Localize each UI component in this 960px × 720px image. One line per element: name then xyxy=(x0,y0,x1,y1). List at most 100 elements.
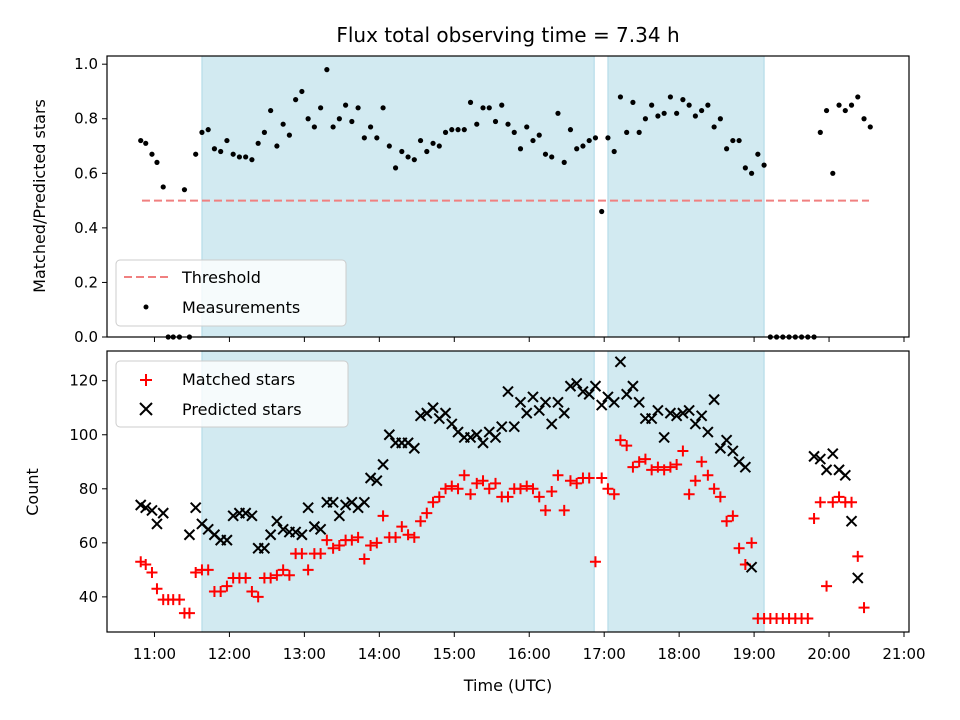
measurement-point xyxy=(686,102,692,108)
predicted-stars-point xyxy=(277,523,289,536)
measurement-point xyxy=(661,110,667,116)
matched-stars-point xyxy=(377,510,389,522)
matched-stars-point xyxy=(733,542,745,554)
matched-stars-point xyxy=(514,483,526,495)
matched-stars-point xyxy=(415,515,427,527)
measurement-point xyxy=(160,184,166,190)
predicted-stars-point xyxy=(271,515,283,527)
predicted-stars-point xyxy=(358,496,371,509)
predicted-stars-point xyxy=(702,426,714,438)
predicted-stars-point xyxy=(258,542,271,554)
predicted-stars-point xyxy=(714,442,727,454)
predicted-stars-point xyxy=(658,431,670,444)
predicted-stars-point xyxy=(583,388,595,400)
y-tick-label: 0.0 xyxy=(74,328,98,346)
predicted-stars-point xyxy=(364,472,377,484)
y-tick-label: 120 xyxy=(69,372,98,390)
measurements-legend-swatch xyxy=(143,304,149,310)
predicted-stars-point xyxy=(670,410,683,422)
predicted-stars-point xyxy=(414,410,427,422)
measurement-point xyxy=(361,135,367,141)
matched-stars-point xyxy=(564,475,576,487)
predicted-stars-point xyxy=(645,412,658,425)
measurement-point xyxy=(842,107,848,114)
measurement-point xyxy=(299,88,305,95)
matched-stars-point xyxy=(652,461,664,473)
predicted-stars-point xyxy=(564,380,577,392)
y-tick-label: 40 xyxy=(79,588,98,606)
measurement-point xyxy=(286,132,292,138)
measurement-point xyxy=(205,127,211,133)
measurement-point xyxy=(586,137,592,144)
measurement-point xyxy=(867,124,873,130)
measurement-point xyxy=(149,151,155,157)
matched-stars-point xyxy=(702,469,714,481)
predicted-stars-point xyxy=(408,442,421,454)
measurement-point xyxy=(255,140,261,146)
matched-stars-point xyxy=(396,521,408,533)
measurement-point xyxy=(193,151,199,157)
matched-stars-point xyxy=(190,567,202,579)
matched-stars-point xyxy=(633,456,645,468)
matched-stars-point xyxy=(151,583,163,595)
matched-stars-point xyxy=(827,496,839,508)
measurement-point xyxy=(580,143,586,149)
matched-stars-point xyxy=(639,453,651,465)
y-tick-label: 0.4 xyxy=(74,219,98,237)
measurement-point xyxy=(517,146,524,152)
matched-stars-point xyxy=(440,483,452,495)
matched-stars-point xyxy=(146,567,158,579)
matched-stars-point xyxy=(658,464,670,476)
measurement-point xyxy=(549,154,555,160)
matched-stars-point xyxy=(271,569,283,581)
predicted-stars-point xyxy=(371,474,383,487)
measurement-point xyxy=(848,102,855,108)
matched-stars-point xyxy=(852,550,864,562)
matched-stars-point xyxy=(814,496,826,508)
measurement-point xyxy=(449,127,455,133)
matched-stars-point xyxy=(614,434,626,446)
predicted-stars-point xyxy=(664,407,677,419)
predicted-stars-point xyxy=(589,380,602,392)
matched-stars-point xyxy=(277,564,289,576)
predicted-legend-label: Predicted stars xyxy=(182,400,302,419)
measurement-point xyxy=(138,137,144,144)
predicted-stars-point xyxy=(677,407,689,419)
matched-stars-point xyxy=(708,483,720,495)
x-tick-label: 17:00 xyxy=(583,645,626,663)
predicted-stars-point xyxy=(183,529,196,541)
matched-stars-point xyxy=(483,483,495,495)
predicted-stars-point xyxy=(327,496,339,509)
predicted-stars-point xyxy=(308,520,321,533)
bottom-y-ticks: 40 60 80 100 120 xyxy=(69,372,107,606)
predicted-stars-point xyxy=(552,396,564,409)
predicted-stars-point xyxy=(246,510,258,522)
measurement-point xyxy=(499,102,505,108)
predicted-stars-point xyxy=(302,502,314,514)
measurement-point xyxy=(611,148,617,155)
matched-stars-point xyxy=(533,491,545,503)
measurement-point xyxy=(154,159,160,165)
matched-stars-point xyxy=(696,456,708,468)
predicted-stars-point xyxy=(464,431,477,444)
measurement-point xyxy=(599,208,605,215)
matched-stars-point xyxy=(140,558,152,570)
measurement-point xyxy=(349,118,355,125)
predicted-stars-point xyxy=(227,510,239,522)
measurement-point xyxy=(392,165,399,171)
predicted-stars-point xyxy=(720,434,733,446)
measurement-point xyxy=(218,148,224,155)
measurement-point xyxy=(592,135,599,141)
measurement-point xyxy=(755,151,761,157)
matched-stars-point xyxy=(240,572,252,584)
measurement-point xyxy=(467,99,474,105)
matched-stars-point xyxy=(608,488,620,500)
predicted-stars-point xyxy=(496,420,508,433)
matched-stars-point xyxy=(689,475,701,487)
measurement-point xyxy=(699,107,705,114)
measurement-point xyxy=(605,135,611,141)
top-plot-frame xyxy=(106,55,910,338)
measurement-point xyxy=(199,129,205,135)
matched-stars-point xyxy=(721,515,733,527)
predicted-stars-point xyxy=(489,431,502,444)
